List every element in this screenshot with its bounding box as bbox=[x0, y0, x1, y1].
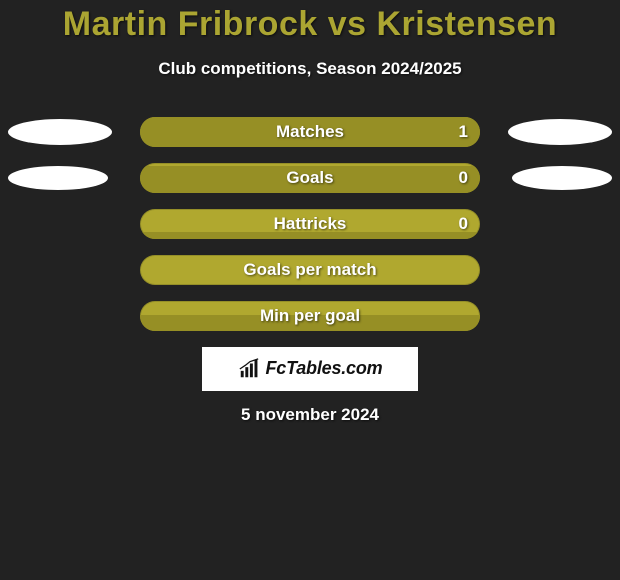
stat-bar: Matches1 bbox=[140, 117, 480, 147]
right-marker bbox=[508, 119, 612, 145]
stat-bar-fill bbox=[140, 315, 480, 331]
source-logo: FcTables.com bbox=[202, 347, 418, 391]
stat-bar-fill bbox=[140, 232, 480, 239]
stat-row: Hattricks0 bbox=[0, 209, 620, 239]
comparison-infographic: Martin Fribrock vs Kristensen Club compe… bbox=[0, 0, 620, 425]
stat-bar-fill bbox=[140, 117, 480, 147]
page-title: Martin Fribrock vs Kristensen bbox=[0, 4, 620, 45]
logo-text: FcTables.com bbox=[266, 358, 383, 379]
bar-chart-icon bbox=[238, 358, 260, 380]
right-marker bbox=[512, 166, 612, 190]
stat-bar: Hattricks0 bbox=[140, 209, 480, 239]
stat-bar: Min per goal bbox=[140, 301, 480, 331]
stat-row: Min per goal bbox=[0, 301, 620, 331]
stat-bar-fill bbox=[140, 166, 480, 192]
stat-label: Goals per match bbox=[140, 260, 480, 280]
left-marker bbox=[8, 166, 108, 190]
stat-bar: Goals per match bbox=[140, 255, 480, 285]
stat-rows: Matches1 Goals0 Hattricks0 Goals per match M… bbox=[0, 117, 620, 331]
stat-bar: Goals0 bbox=[140, 163, 480, 193]
stat-row: Matches1 bbox=[0, 117, 620, 147]
stat-row: Goals0 bbox=[0, 163, 620, 193]
subtitle: Club competitions, Season 2024/2025 bbox=[0, 59, 620, 79]
stat-row: Goals per match bbox=[0, 255, 620, 285]
date-label: 5 november 2024 bbox=[0, 405, 620, 425]
left-marker bbox=[8, 119, 112, 145]
